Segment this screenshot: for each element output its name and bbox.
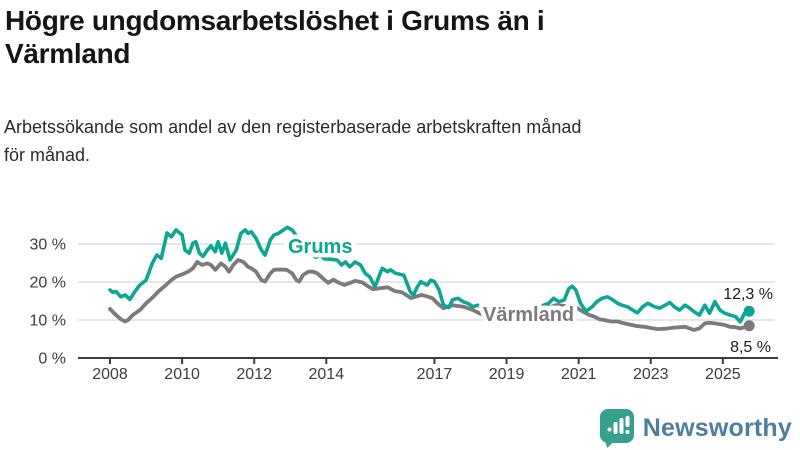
chart-subtitle: Arbetssökande som andel av den registerb… bbox=[4, 114, 704, 170]
newsworthy-bar-chart-bubble-icon bbox=[599, 409, 634, 448]
end-dot-grums bbox=[743, 305, 755, 317]
series-line-värmland bbox=[108, 258, 752, 332]
y-axis-label-30: 30 % bbox=[30, 237, 66, 254]
end-dot-värmland bbox=[743, 320, 755, 332]
y-axis-label-20: 20 % bbox=[30, 275, 66, 292]
newsworthy-brand-text: Newsworthy bbox=[642, 413, 792, 442]
x-axis-label-2019: 2019 bbox=[489, 366, 525, 383]
chart-subtitle-line-1: Arbetssökande som andel av den registerb… bbox=[4, 117, 582, 137]
series-label-värmland: Värmland bbox=[483, 304, 574, 326]
x-axis-label-2025: 2025 bbox=[705, 366, 741, 383]
y-axis-label-10: 10 % bbox=[30, 313, 66, 330]
series-label-grums: Grums bbox=[288, 236, 352, 258]
end-value-label-värmland: 8,5 % bbox=[730, 339, 771, 356]
y-axis-label-0: 0 % bbox=[38, 351, 66, 368]
x-axis-label-2017: 2017 bbox=[417, 366, 453, 383]
page-title: Högre ungdomsarbetslöshet i Grums än i V… bbox=[5, 4, 685, 70]
page-title-line-2: Värmland bbox=[5, 38, 131, 70]
end-value-label-grums: 12,3 % bbox=[723, 286, 773, 303]
chart-subtitle-line-2: för månad. bbox=[4, 144, 91, 165]
page-title-line-1: Högre ungdomsarbetslöshet i Grums än i bbox=[5, 5, 545, 36]
newsworthy-logo[interactable]: Newsworthy bbox=[599, 407, 792, 449]
x-axis-label-2012: 2012 bbox=[236, 366, 272, 383]
x-axis-label-2008: 2008 bbox=[92, 366, 128, 383]
x-axis-label-2010: 2010 bbox=[164, 366, 200, 383]
series-line-grums bbox=[108, 225, 752, 324]
x-axis-label-2021: 2021 bbox=[561, 366, 597, 383]
x-axis-label-2023: 2023 bbox=[633, 366, 669, 383]
x-axis-label-2014: 2014 bbox=[309, 366, 345, 383]
